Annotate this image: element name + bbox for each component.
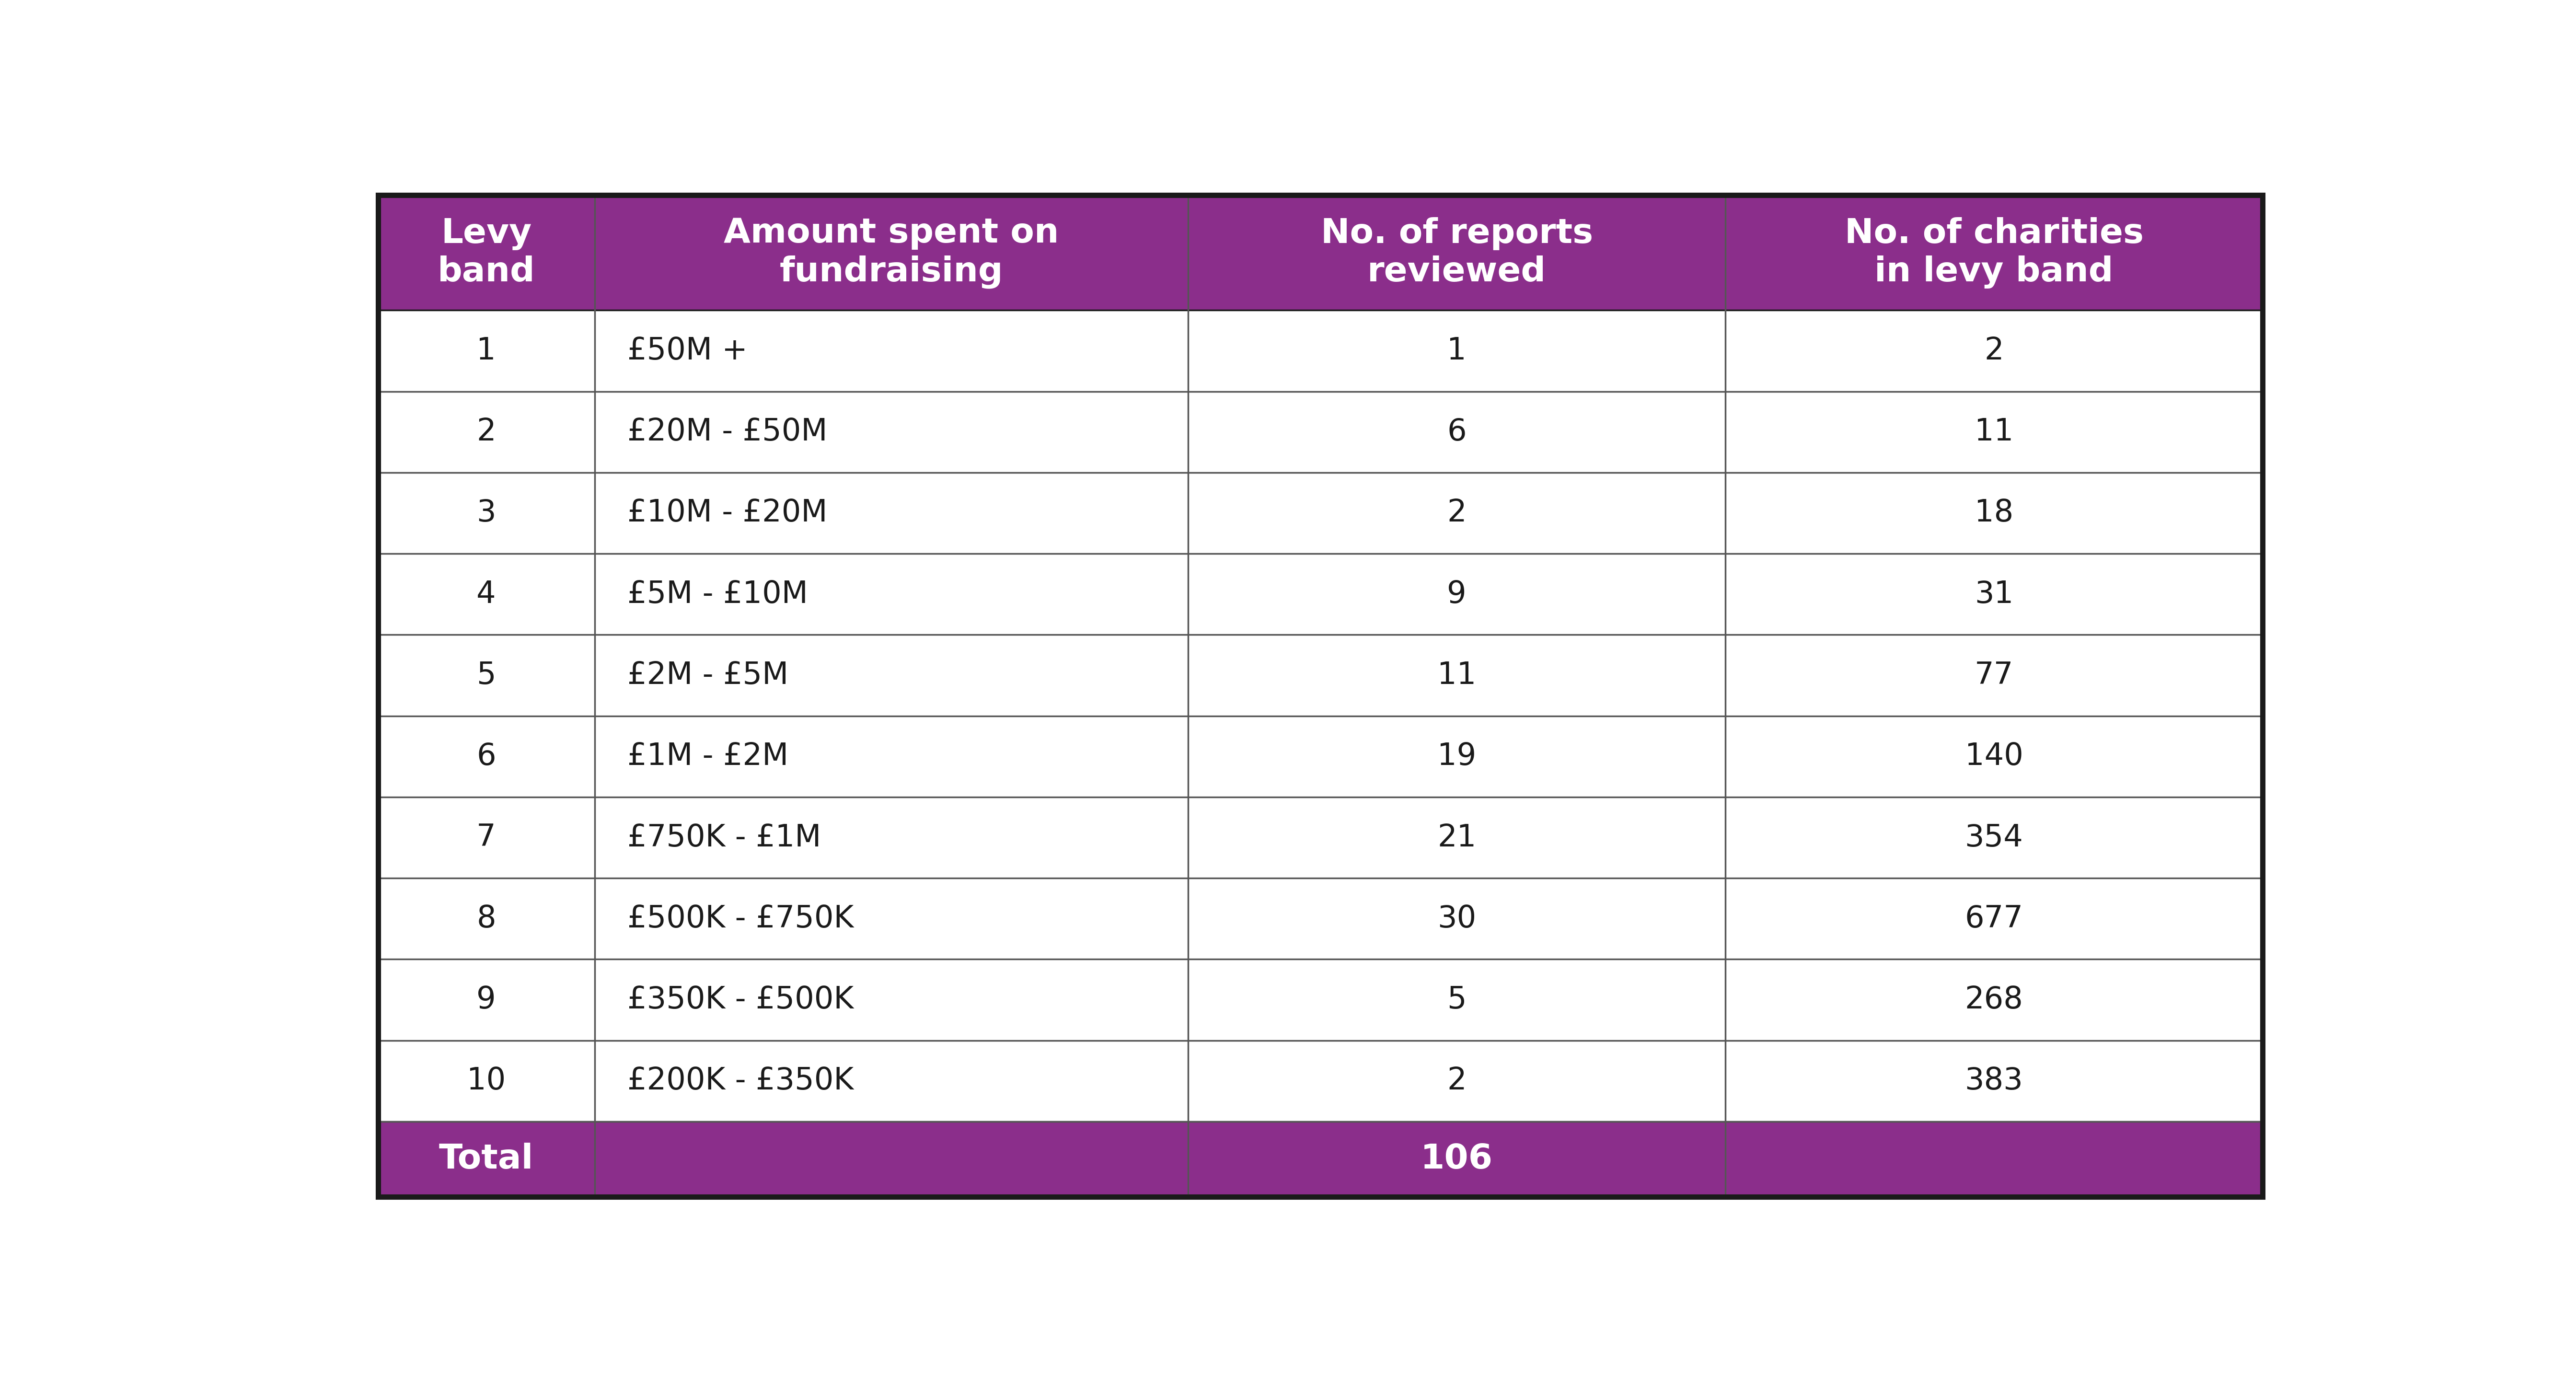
Text: 19: 19 xyxy=(1437,741,1476,772)
Text: 11: 11 xyxy=(1973,418,2014,446)
Bar xyxy=(595,554,1188,635)
Text: £10M - £20M: £10M - £20M xyxy=(629,499,827,528)
Text: £50M +: £50M + xyxy=(629,336,747,365)
Text: £20M - £50M: £20M - £50M xyxy=(629,418,827,446)
Text: 4: 4 xyxy=(477,579,497,609)
Bar xyxy=(595,635,1188,717)
Bar xyxy=(595,959,1188,1040)
Text: 383: 383 xyxy=(1965,1067,2022,1096)
Bar xyxy=(379,473,595,554)
Bar xyxy=(379,554,595,635)
Bar xyxy=(595,878,1188,959)
Text: 5: 5 xyxy=(1448,985,1466,1014)
Bar xyxy=(595,310,1188,391)
Bar xyxy=(379,391,595,473)
Bar xyxy=(379,717,595,796)
Bar xyxy=(1726,1122,2262,1196)
Text: Levy
band: Levy band xyxy=(438,216,536,288)
Bar xyxy=(379,1040,595,1122)
Bar xyxy=(1188,391,1726,473)
Text: 1: 1 xyxy=(1448,336,1466,365)
Text: 30: 30 xyxy=(1437,904,1476,934)
Bar xyxy=(379,959,595,1040)
Text: 21: 21 xyxy=(1437,823,1476,853)
Text: 18: 18 xyxy=(1973,499,2014,528)
Text: 6: 6 xyxy=(1448,418,1466,446)
Text: 11: 11 xyxy=(1437,660,1476,690)
Bar xyxy=(1726,635,2262,717)
Bar xyxy=(1188,717,1726,796)
Text: 2: 2 xyxy=(1448,1067,1466,1096)
Text: 2: 2 xyxy=(1448,499,1466,528)
Bar xyxy=(1188,1122,1726,1196)
Text: 677: 677 xyxy=(1965,904,2022,934)
Bar xyxy=(1188,878,1726,959)
Bar xyxy=(379,635,595,717)
Text: £750K - £1M: £750K - £1M xyxy=(629,823,822,853)
Bar xyxy=(1188,796,1726,878)
Text: 9: 9 xyxy=(1448,579,1466,609)
Bar xyxy=(1726,473,2262,554)
Text: 10: 10 xyxy=(466,1067,505,1096)
Bar xyxy=(1188,635,1726,717)
Text: 77: 77 xyxy=(1973,660,2014,690)
Text: 1: 1 xyxy=(477,336,497,365)
Bar xyxy=(1188,473,1726,554)
Bar xyxy=(1188,959,1726,1040)
Bar xyxy=(1188,1040,1726,1122)
Bar xyxy=(595,717,1188,796)
Text: 6: 6 xyxy=(477,741,497,772)
Text: £1M - £2M: £1M - £2M xyxy=(629,741,788,772)
Bar xyxy=(1726,1040,2262,1122)
Bar xyxy=(1726,796,2262,878)
Text: Total: Total xyxy=(438,1142,533,1175)
Bar xyxy=(379,310,595,391)
Bar xyxy=(1726,959,2262,1040)
Text: 106: 106 xyxy=(1419,1142,1494,1175)
Bar xyxy=(1726,717,2262,796)
Bar xyxy=(595,796,1188,878)
Text: 3: 3 xyxy=(477,499,497,528)
Bar xyxy=(379,796,595,878)
Text: £200K - £350K: £200K - £350K xyxy=(629,1067,853,1096)
Bar xyxy=(1726,310,2262,391)
Bar xyxy=(1726,878,2262,959)
Bar xyxy=(595,1040,1188,1122)
Text: 8: 8 xyxy=(477,904,497,934)
Bar xyxy=(595,391,1188,473)
Text: Amount spent on
fundraising: Amount spent on fundraising xyxy=(724,216,1059,288)
Text: 31: 31 xyxy=(1973,579,2014,609)
Bar xyxy=(595,1122,1188,1196)
Bar xyxy=(595,473,1188,554)
Bar xyxy=(1188,554,1726,635)
Text: £350K - £500K: £350K - £500K xyxy=(629,985,853,1014)
Text: 2: 2 xyxy=(1984,336,2004,365)
Text: 5: 5 xyxy=(477,660,497,690)
Text: 2: 2 xyxy=(477,418,497,446)
Bar xyxy=(1188,310,1726,391)
Text: £5M - £10M: £5M - £10M xyxy=(629,579,809,609)
Text: 140: 140 xyxy=(1965,741,2022,772)
Text: 268: 268 xyxy=(1965,985,2022,1014)
Text: No. of charities
in levy band: No. of charities in levy band xyxy=(1844,216,2143,288)
Bar xyxy=(379,878,595,959)
Bar xyxy=(595,196,1188,310)
Text: £500K - £750K: £500K - £750K xyxy=(629,904,853,934)
Bar xyxy=(1726,554,2262,635)
Bar xyxy=(1188,196,1726,310)
Text: 9: 9 xyxy=(477,985,497,1014)
Text: 354: 354 xyxy=(1965,823,2022,853)
Bar xyxy=(379,1122,595,1196)
Bar xyxy=(1726,391,2262,473)
Text: No. of reports
reviewed: No. of reports reviewed xyxy=(1321,216,1592,288)
Bar xyxy=(379,196,595,310)
Text: 7: 7 xyxy=(477,823,497,853)
Text: £2M - £5M: £2M - £5M xyxy=(629,660,788,690)
Bar xyxy=(1726,196,2262,310)
